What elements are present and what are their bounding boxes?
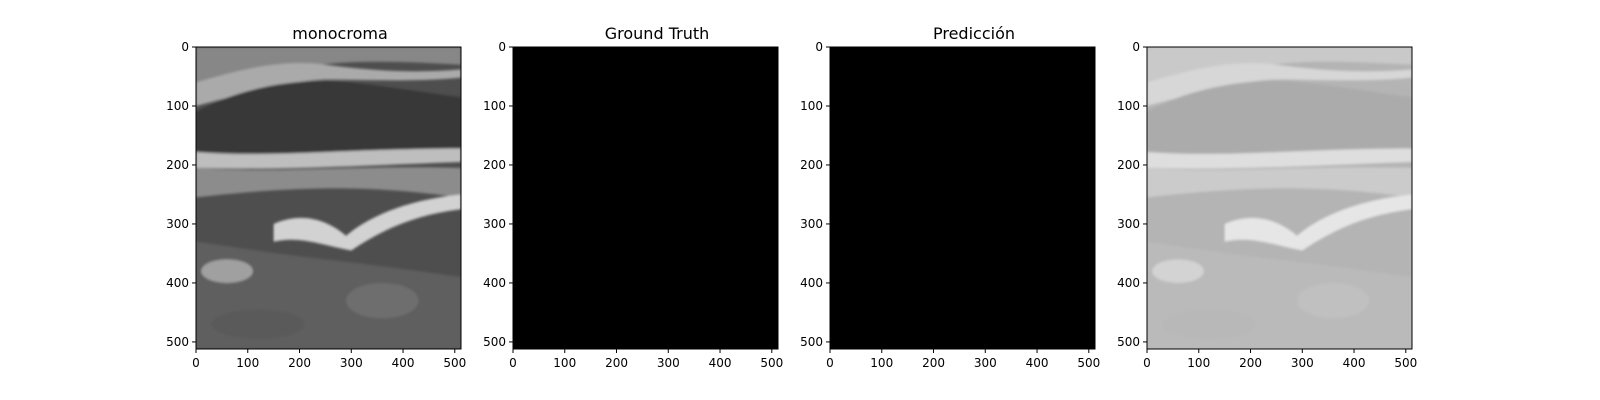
x-tick-label: 200 (288, 356, 311, 370)
x-tick-label: 300 (1291, 356, 1314, 370)
y-tick-label: 400 (1117, 276, 1140, 290)
x-tick-label: 400 (709, 356, 732, 370)
x-tick-label: 500 (1077, 356, 1100, 370)
x-tick-label: 500 (443, 356, 466, 370)
x-tick-label: 200 (605, 356, 628, 370)
tissue-bands (196, 47, 461, 349)
x-tick-label: 400 (1343, 356, 1366, 370)
axes-frame (829, 46, 1096, 350)
y-tick-label: 500 (800, 335, 823, 349)
y-tick-label: 100 (483, 99, 506, 113)
x-tick-label: 0 (1143, 356, 1151, 370)
x-tick-label: 500 (1394, 356, 1417, 370)
y-tick-label: 400 (800, 276, 823, 290)
y-tick-label: 200 (800, 158, 823, 172)
y-tick-label: 500 (483, 335, 506, 349)
y-tick-label: 500 (1117, 335, 1140, 349)
y-tick-label: 300 (483, 217, 506, 231)
y-tick-label: 0 (1132, 40, 1140, 54)
x-tick-label: 0 (192, 356, 200, 370)
y-tick-label: 500 (166, 335, 189, 349)
x-tick-label: 500 (760, 356, 783, 370)
x-tick-label: 100 (1187, 356, 1210, 370)
y-tick-label: 200 (1117, 158, 1140, 172)
mask-image (513, 47, 778, 349)
x-tick-label: 300 (340, 356, 363, 370)
x-tick-label: 300 (974, 356, 997, 370)
y-tick-label: 0 (181, 40, 189, 54)
x-tick-label: 0 (826, 356, 834, 370)
panel-title: Predicción (932, 24, 1015, 43)
axes-frame (512, 46, 779, 350)
y-tick-label: 200 (483, 158, 506, 172)
panel-monocroma: monocroma 0 100 200 300 400 500 0 100 200 300 400 5… (166, 0, 500, 400)
y-tick-label: 100 (166, 99, 189, 113)
x-tick-label: 400 (1026, 356, 1049, 370)
x-tick-label: 300 (657, 356, 680, 370)
axes-frame (195, 46, 462, 350)
mask-image (830, 47, 1095, 349)
y-tick-label: 0 (815, 40, 823, 54)
x-tick-label: 200 (922, 356, 945, 370)
x-tick-label: 200 (1239, 356, 1262, 370)
y-tick-label: 400 (166, 276, 189, 290)
y-tick-label: 300 (166, 217, 189, 231)
x-tick-label: 100 (870, 356, 893, 370)
ultrasound-texture (1147, 47, 1412, 349)
ultrasound-texture (196, 47, 461, 349)
panel-overlay: 0 100 200 300 400 500 0 100 200 300 400 500 (1117, 0, 1451, 400)
x-tick-label: 400 (392, 356, 415, 370)
x-tick-label: 100 (553, 356, 576, 370)
y-tick-label: 0 (498, 40, 506, 54)
axes-frame (1146, 46, 1413, 350)
panel-title: Ground Truth (604, 24, 710, 43)
y-tick-label: 400 (483, 276, 506, 290)
tissue-bands (1147, 47, 1412, 349)
y-tick-label: 100 (1117, 99, 1140, 113)
panel-title: monocroma (292, 24, 388, 43)
panel-prediccion: Predicción 0 100 200 300 400 500 0 100 200 300 400… (800, 0, 1134, 400)
x-tick-label: 100 (236, 356, 259, 370)
y-tick-label: 300 (800, 217, 823, 231)
y-tick-label: 200 (166, 158, 189, 172)
x-tick-label: 0 (509, 356, 517, 370)
y-tick-label: 100 (800, 99, 823, 113)
y-tick-label: 300 (1117, 217, 1140, 231)
panel-ground-truth: Ground Truth 0 100 200 300 400 500 0 100 200 300 4… (483, 0, 817, 400)
